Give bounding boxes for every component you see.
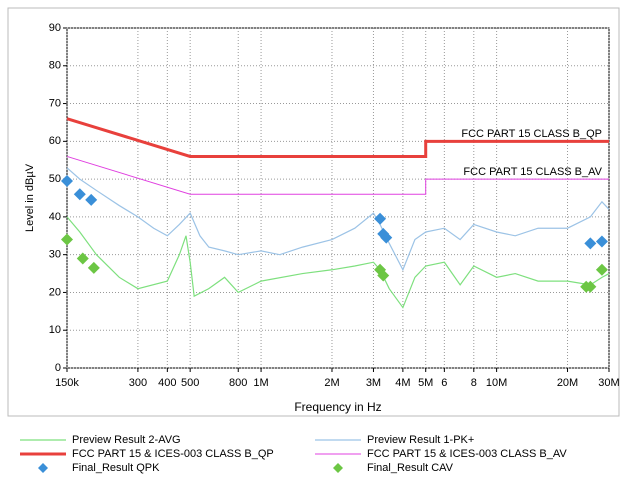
y-tick-label: 40 bbox=[49, 211, 61, 223]
data-point bbox=[595, 263, 608, 276]
data-point bbox=[61, 233, 73, 246]
x-tick-label: 5M bbox=[418, 377, 433, 389]
x-tick-label: 6 bbox=[441, 377, 447, 389]
annotation: FCC PART 15 CLASS B_QP bbox=[461, 128, 602, 140]
data-point bbox=[380, 231, 393, 244]
legend-marker bbox=[38, 463, 48, 473]
legend-marker bbox=[333, 463, 343, 473]
x-tick-label: 800 bbox=[229, 377, 247, 389]
x-tick-label: 300 bbox=[129, 377, 147, 389]
x-tick-label: 500 bbox=[181, 377, 199, 389]
data-point bbox=[76, 252, 89, 265]
x-tick-label: 3M bbox=[366, 377, 381, 389]
y-tick-label: 30 bbox=[49, 249, 61, 261]
x-tick-label: 8 bbox=[471, 377, 477, 389]
y-tick-label: 90 bbox=[49, 22, 61, 34]
legend-label: FCC PART 15 & ICES-003 CLASS B_QP bbox=[72, 448, 274, 460]
y-tick-label: 0 bbox=[55, 362, 61, 374]
series-line bbox=[66, 216, 610, 309]
y-tick-label: 80 bbox=[49, 60, 61, 72]
x-tick-label: 20M bbox=[557, 377, 578, 389]
data-point bbox=[584, 237, 597, 250]
data-point bbox=[61, 175, 73, 187]
plot-area bbox=[66, 27, 610, 369]
data-point bbox=[85, 193, 98, 206]
legend-label: Final_Result CAV bbox=[367, 462, 454, 474]
x-tick-label: 1M bbox=[253, 377, 268, 389]
legend-label: Final_Result QPK bbox=[72, 462, 160, 474]
data-point bbox=[87, 261, 100, 274]
series-line bbox=[66, 167, 610, 272]
y-axis-label: Level in dBµV bbox=[24, 163, 36, 232]
y-tick-label: 60 bbox=[49, 135, 61, 147]
legend-label: FCC PART 15 & ICES-003 CLASS B_AV bbox=[367, 448, 567, 460]
x-tick-label: 400 bbox=[158, 377, 176, 389]
legend-label: Preview Result 2-AVG bbox=[72, 434, 181, 446]
data-point bbox=[595, 235, 608, 248]
x-tick-label: 2M bbox=[324, 377, 339, 389]
data-point bbox=[73, 188, 86, 201]
data-point bbox=[584, 280, 597, 293]
x-tick-label: 4M bbox=[395, 377, 410, 389]
x-tick-label: 150k bbox=[55, 377, 79, 389]
data-point bbox=[377, 269, 390, 282]
y-tick-label: 50 bbox=[49, 173, 61, 185]
y-tick-label: 10 bbox=[49, 324, 61, 336]
legend-label: Preview Result 1-PK+ bbox=[367, 434, 474, 446]
x-axis-label: Frequency in Hz bbox=[294, 400, 381, 414]
series-line bbox=[66, 155, 609, 195]
series-line bbox=[66, 117, 609, 158]
annotation: FCC PART 15 CLASS B_AV bbox=[463, 166, 602, 178]
data-point bbox=[374, 212, 387, 225]
x-tick-label: 10M bbox=[486, 377, 507, 389]
y-tick-label: 70 bbox=[49, 97, 61, 109]
x-tick-label: 30M bbox=[598, 377, 619, 389]
y-tick-label: 20 bbox=[49, 286, 61, 298]
